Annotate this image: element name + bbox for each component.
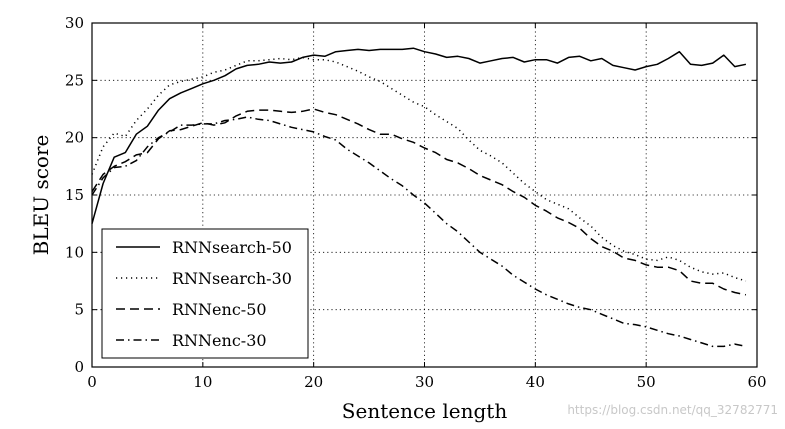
watermark: https://blog.csdn.net/qq_32782771 (567, 403, 778, 417)
x-tick-label: 20 (304, 373, 323, 391)
x-tick-label: 50 (637, 373, 656, 391)
legend-label: RNNenc-50 (172, 300, 267, 319)
legend-label: RNNsearch-50 (172, 238, 292, 257)
x-tick-label: 10 (193, 373, 212, 391)
legend-box (101, 228, 309, 359)
x-tick-label: 30 (415, 373, 434, 391)
y-tick-label: 10 (65, 243, 84, 261)
x-tick-label: 60 (747, 373, 766, 391)
y-tick-label: 0 (74, 358, 84, 376)
series-line-rnnenc-50 (91, 108, 747, 296)
x-tick-label: 40 (526, 373, 545, 391)
legend-label: RNNsearch-30 (172, 269, 292, 288)
series-lines (91, 47, 747, 348)
y-tick-label: 15 (65, 186, 84, 204)
x-tick-label: 0 (87, 373, 97, 391)
y-tick-label: 20 (65, 129, 84, 147)
y-tick-label: 30 (65, 14, 84, 32)
y-tick-label: 5 (74, 301, 84, 319)
axis-ticks: 0 10 20 30 40 50 60 0 5 10 15 20 25 30 (65, 14, 767, 391)
y-tick-label: 25 (65, 71, 84, 89)
legend: RNNsearch-50 RNNsearch-30 RNNenc-50 RNNenc-… (101, 228, 309, 359)
series-line-rnnenc-30 (91, 116, 747, 348)
x-axis-title: Sentence length (342, 399, 508, 423)
y-axis-title: BLEU score (29, 135, 53, 256)
series-line-rnnsearch-50 (91, 47, 747, 224)
legend-label: RNNenc-30 (172, 331, 267, 350)
